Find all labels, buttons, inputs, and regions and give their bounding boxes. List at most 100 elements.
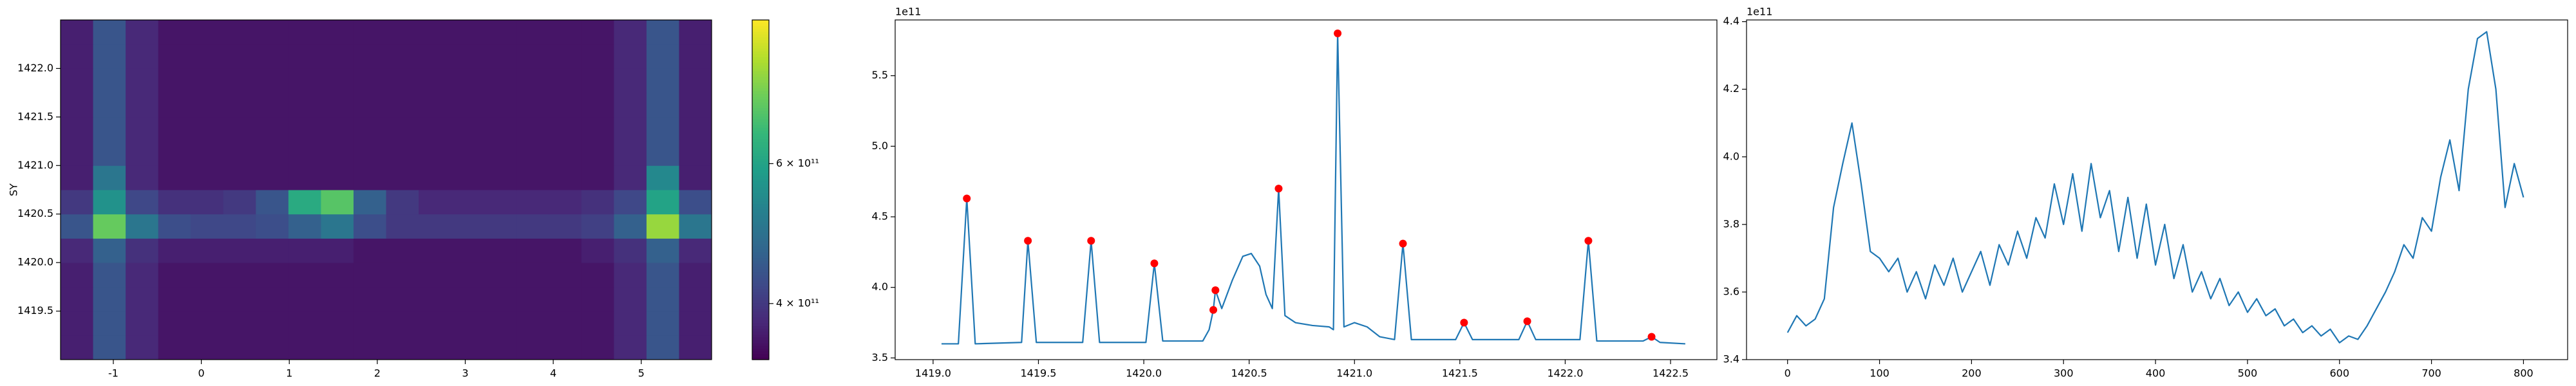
y-tick-label: 5.0 — [872, 140, 888, 152]
heatmap-cell — [549, 116, 582, 142]
heatmap-cell — [256, 20, 289, 45]
heatmap-cell — [451, 238, 484, 263]
heatmap-cell — [191, 286, 224, 312]
heatmap-cell — [191, 20, 224, 45]
colorbar-segment — [752, 37, 769, 41]
colorbar-segment — [752, 255, 769, 259]
heatmap-cell — [223, 44, 256, 69]
colorbar-segment — [752, 241, 769, 244]
x-tick-label: 1419.5 — [1020, 367, 1056, 380]
x-tick-label: 100 — [1870, 367, 1889, 380]
heatmap-cell — [451, 68, 484, 93]
heatmap-cell — [158, 214, 191, 239]
heatmap-cell — [93, 238, 126, 263]
colorbar-segment — [752, 221, 769, 225]
heatmap-cell — [581, 214, 614, 239]
colorbar-segment — [752, 107, 769, 111]
heatmap-cell — [646, 68, 679, 93]
heatmap-cell — [321, 20, 354, 45]
colorbar-segment — [752, 45, 769, 49]
colorbar-segment — [752, 65, 769, 69]
colorbar-segment — [752, 237, 769, 241]
colorbar-segment — [752, 261, 769, 264]
heatmap-cell — [158, 165, 191, 190]
colorbar-segment — [752, 209, 769, 213]
heatmap-cell — [353, 286, 386, 312]
peak-marker — [1523, 317, 1531, 326]
heatmap-cell — [126, 44, 159, 69]
colorbar-segment — [752, 198, 769, 202]
heatmap-cell — [93, 286, 126, 312]
heatmap-cell — [516, 165, 549, 190]
peak-marker — [1584, 237, 1593, 245]
colorbar-segment — [752, 195, 769, 199]
heatmap-cell — [191, 93, 224, 118]
colorbar-segment — [752, 289, 769, 292]
heatmap-cell — [614, 93, 647, 118]
x-tick-label: 1 — [286, 367, 292, 380]
colorbar-segment — [752, 187, 769, 190]
colorbar-segment — [752, 82, 769, 86]
heatmap-cell — [484, 190, 517, 215]
heatmap-cell — [126, 238, 159, 263]
heatmap-cell — [419, 311, 452, 336]
heatmap-cell — [93, 44, 126, 69]
heatmap-cell — [61, 238, 94, 263]
peak-marker — [1334, 29, 1342, 37]
heatmap-cell — [679, 335, 712, 360]
heatmap-cell — [158, 311, 191, 336]
colorbar-segment — [752, 311, 769, 315]
heatmap-cell — [93, 141, 126, 166]
colorbar-segment — [752, 99, 769, 103]
heatmap-cell — [288, 116, 321, 142]
x-tick-label: 4 — [550, 367, 556, 380]
heatmap-cell — [126, 311, 159, 336]
heatmap-cell — [419, 286, 452, 312]
heatmap-cell — [223, 141, 256, 166]
heatmap-cell — [549, 93, 582, 118]
heatmap-cell — [581, 335, 614, 360]
heatmap-cell — [646, 165, 679, 190]
heatmap-cell — [158, 335, 191, 360]
heatmap-cell — [126, 165, 159, 190]
colorbar-segment — [752, 266, 769, 270]
heatmap-cell — [223, 286, 256, 312]
heatmap-cell — [353, 44, 386, 69]
colorbar-segment — [752, 150, 769, 154]
heatmap-cell — [516, 44, 549, 69]
y-tick-label: 1420.0 — [17, 256, 53, 268]
peak-marker — [963, 194, 971, 203]
heatmap-cell — [191, 311, 224, 336]
heatmap-cell — [353, 335, 386, 360]
colorbar-segment — [752, 354, 769, 358]
colorbar-segment — [752, 190, 769, 193]
heatmap-cell — [93, 20, 126, 45]
colorbar-segment — [752, 348, 769, 352]
heatmap-cell — [679, 20, 712, 45]
colorbar-segment — [752, 23, 769, 26]
heatmap-cell — [223, 335, 256, 360]
colorbar-segment — [752, 336, 769, 340]
heatmap-cell — [679, 286, 712, 312]
peak-marker — [1211, 286, 1220, 295]
heatmap-cell — [549, 262, 582, 288]
heatmap-cell — [256, 238, 289, 263]
colorbar-segment — [752, 91, 769, 94]
heatmap-cell — [516, 286, 549, 312]
colorbar-segment — [752, 252, 769, 255]
heatmap-cell — [484, 262, 517, 288]
heatmap-cell — [288, 141, 321, 166]
heatmap-cell — [386, 93, 419, 118]
heatmap-cell — [288, 20, 321, 45]
colorbar-segment — [752, 156, 769, 160]
colorbar-segment — [752, 300, 769, 304]
colorbar-segment — [752, 322, 769, 326]
heatmap-cell — [484, 311, 517, 336]
y-tick-label: 1421.5 — [17, 110, 53, 122]
colorbar-segment — [752, 331, 769, 335]
x-tick-label: 300 — [2054, 367, 2074, 380]
heatmap-cell — [646, 190, 679, 215]
heatmap-cell — [646, 238, 679, 263]
heatmap-cell — [549, 190, 582, 215]
